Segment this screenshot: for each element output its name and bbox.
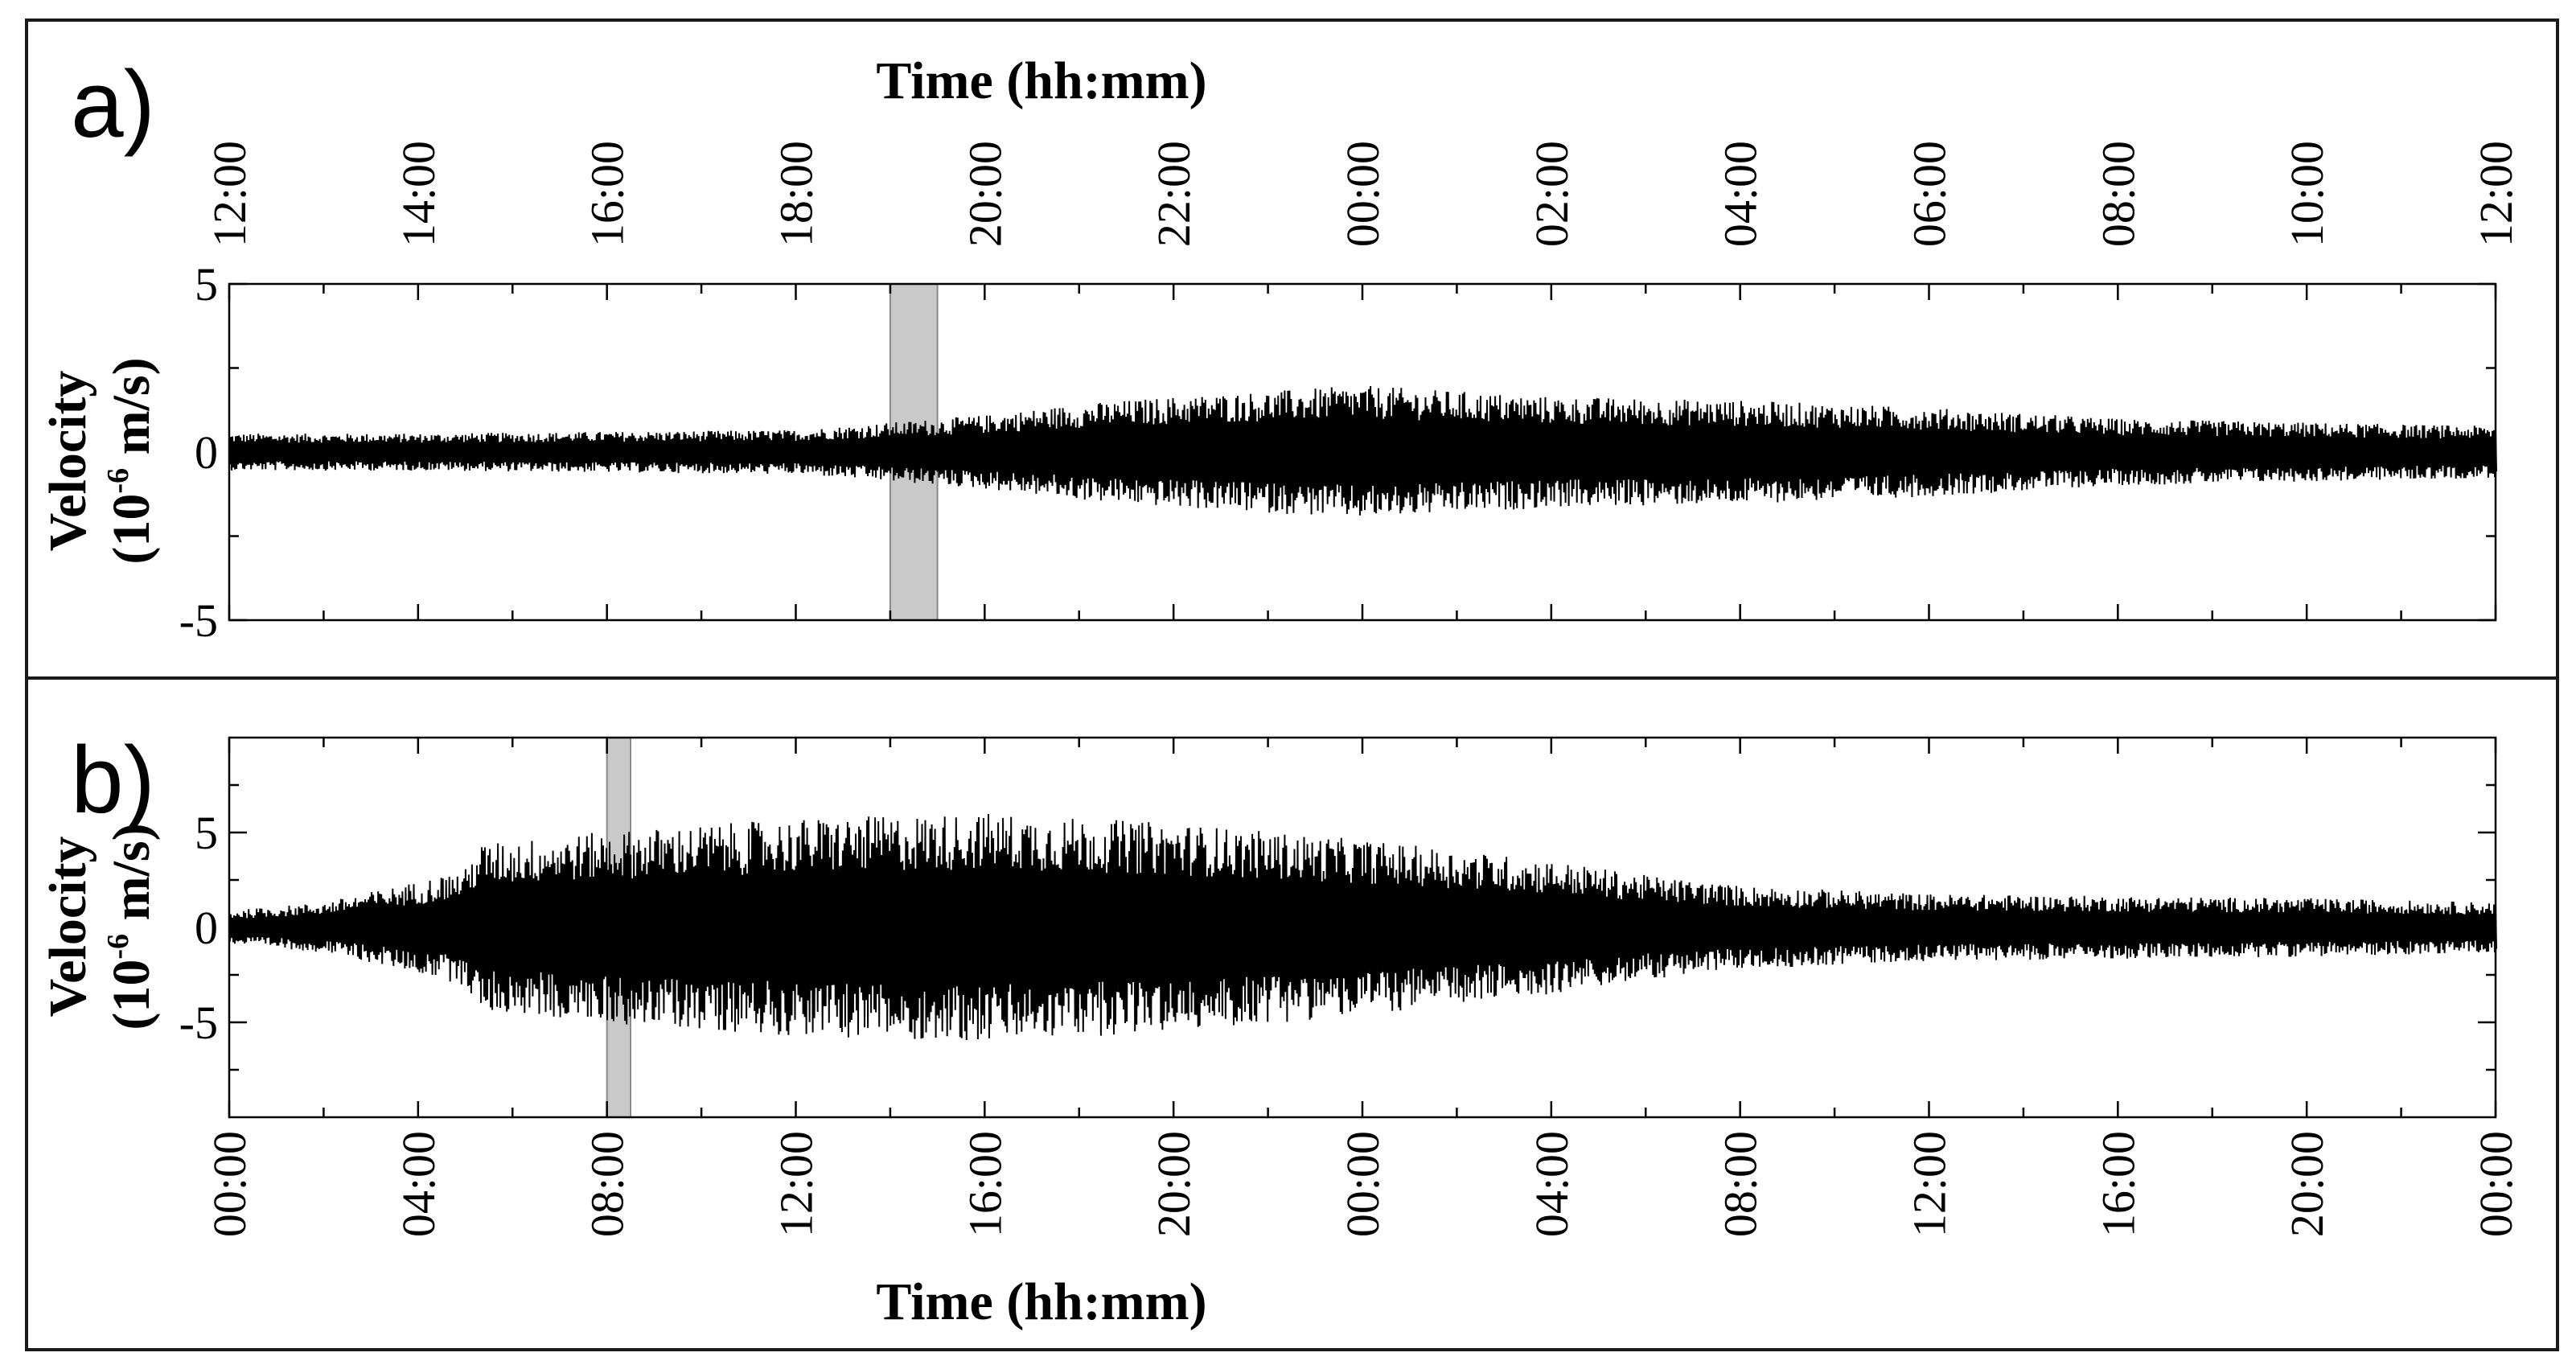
b-x-tick-label: 00:00 (203, 1131, 256, 1237)
panel-a-x-axis-title: Time (hh:mm) (876, 51, 1206, 110)
b-x-tick-label: 08:00 (581, 1131, 634, 1237)
panel-a-y-axis-title-line1: Velocity (39, 371, 97, 552)
a-y-tick-label: -5 (179, 594, 218, 647)
panel-a-chart: Time (hh:mm) Velocity (10-6 m/s) 12:00 14… (39, 51, 2522, 647)
a-x-tick-label: 12:00 (2470, 141, 2522, 247)
a-x-tick-label: 10:00 (2281, 141, 2333, 247)
panel-b-frame (25, 676, 2559, 1351)
b-x-tick-label: 20:00 (1148, 1131, 1200, 1237)
panel-b-chart: Time (hh:mm) Velocity (10-6 m/s) 00:00 04… (39, 736, 2522, 1331)
a-trace-path (228, 385, 2497, 516)
a-y-tick-label: 0 (195, 426, 218, 479)
a-x-tick-label: 02:00 (1526, 141, 1578, 247)
panel-b-velocity-trace (228, 814, 2497, 1041)
b-x-tick-label: 12:00 (770, 1131, 823, 1237)
a-x-tick-label: 06:00 (1904, 141, 1956, 247)
b-x-tick-label: 16:00 (2092, 1131, 2144, 1237)
panel-a-y-axis-title-line2: (10-6 m/s) (101, 357, 161, 564)
b-y-tick-label: 0 (195, 902, 218, 954)
panel-a-x-ticks: 12:00 14:00 16:00 18:00 20:00 22:00 00:00 02:00… (203, 141, 2522, 620)
b-trace-path (228, 814, 2497, 1041)
a-x-tick-label: 08:00 (2092, 141, 2144, 247)
panel-a-frame (25, 18, 2559, 680)
a-x-tick-label: 20:00 (959, 141, 1011, 247)
b-x-tick-label: 20:00 (2281, 1131, 2333, 1237)
a-x-tick-label: 12:00 (203, 141, 256, 247)
b-y-tick-label: 5 (195, 807, 218, 859)
b-x-tick-label: 04:00 (1526, 1131, 1578, 1237)
a-x-tick-label: 22:00 (1148, 141, 1200, 247)
b-x-tick-label: 08:00 (1715, 1131, 1767, 1237)
panel-a-axes-box (228, 282, 2497, 622)
panel-b-x-ticks: 00:00 04:00 08:00 12:00 16:00 20:00 00:00 04:00… (203, 738, 2522, 1237)
a-x-tick-label: 14:00 (392, 141, 445, 247)
panel-b-y-unit-exponent: -6 (101, 934, 135, 960)
panel-b-y-unit-suffix: m/s) (102, 823, 161, 933)
panel-b-y-axis-title-line2: (10-6 m/s) (101, 823, 161, 1030)
a-y-tick-label: 5 (195, 258, 218, 310)
panel-b-y-unit-base: (10 (102, 960, 161, 1030)
panel-b-x-axis-title: Time (hh:mm) (876, 1272, 1206, 1331)
b-y-tick-label: -5 (179, 997, 218, 1049)
panel-a-y-unit-suffix: m/s) (102, 357, 161, 467)
panel-a-y-ticks: -5 0 5 (179, 258, 2496, 647)
panel-b-y-axis-title-line1: Velocity (39, 837, 97, 1018)
a-x-tick-label: 04:00 (1715, 141, 1767, 247)
b-x-tick-label: 00:00 (2470, 1131, 2522, 1237)
b-x-tick-label: 04:00 (392, 1131, 445, 1237)
b-x-tick-label: 00:00 (1337, 1131, 1389, 1237)
a-x-tick-label: 00:00 (1337, 141, 1389, 247)
panel-a-letter: a) (71, 51, 155, 158)
panel-a-velocity-trace (228, 385, 2497, 516)
panel-b-axes-box (228, 736, 2497, 1119)
a-x-tick-label: 16:00 (581, 141, 634, 247)
b-x-tick-label: 12:00 (1904, 1131, 1956, 1237)
panel-a-y-axis-title: Velocity (10-6 m/s) (39, 357, 161, 564)
panel-b-letter: b) (71, 727, 155, 833)
a-x-tick-label: 18:00 (770, 141, 823, 247)
panel-a-y-unit-exponent: -6 (101, 468, 135, 494)
b-x-tick-label: 16:00 (959, 1131, 1011, 1237)
panel-b-y-axis-title: Velocity (10-6 m/s) (39, 823, 161, 1030)
panel-a-y-unit-base: (10 (102, 494, 161, 565)
panel-b-y-ticks: -5 0 5 (179, 783, 2496, 1071)
